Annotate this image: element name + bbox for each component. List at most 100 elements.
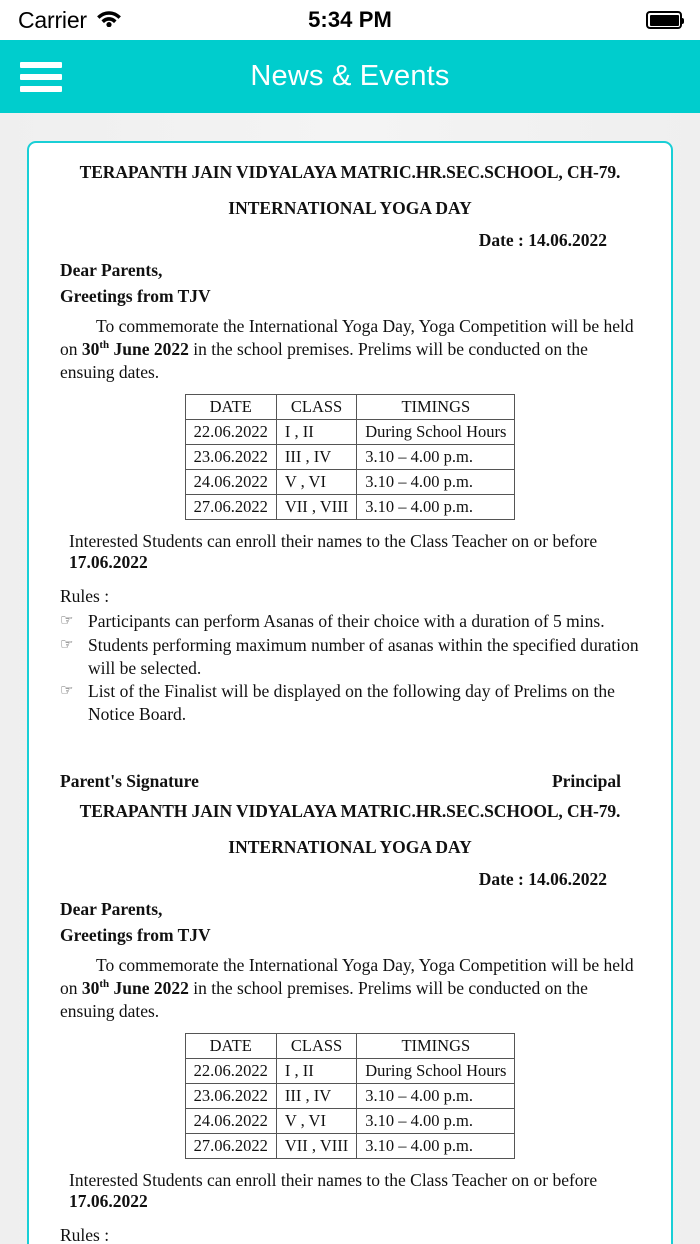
cell-timing: During School Hours <box>356 1057 516 1084</box>
notice-paragraph: To commemorate the International Yoga Da… <box>55 954 645 1023</box>
paragraph-text-2: in the school premises. Prelims will be … <box>60 339 588 383</box>
table-header-class: CLASS <box>275 394 358 421</box>
cell-timing: 3.10 – 4.00 p.m. <box>356 444 516 471</box>
notice-school-title: TERAPANTH JAIN VIDYALAYA MATRIC.HR.SEC.S… <box>79 162 621 182</box>
schedule-table-2: DATE CLASS TIMINGS 22.06.2022 I , II Dur… <box>184 1032 516 1159</box>
enroll-text: Interested Students can enroll their nam… <box>69 1169 598 1190</box>
cell-class: I , II <box>275 419 358 446</box>
cell-class: III , IV <box>275 1082 358 1109</box>
table-header-row: DATE CLASS TIMINGS <box>184 1032 516 1059</box>
status-bar-right <box>646 11 684 29</box>
rule-text: List of the Finalist will be displayed o… <box>88 681 615 725</box>
table-row: 24.06.2022 V , VI 3.10 – 4.00 p.m. <box>184 1107 516 1134</box>
table-row: 27.06.2022 VII , VIII 3.10 – 4.00 p.m. <box>184 494 516 521</box>
paragraph-text-1: To commemorate the International Yoga Da… <box>60 954 634 998</box>
cell-timing: 3.10 – 4.00 p.m. <box>356 1082 516 1109</box>
table-row: 24.06.2022 V , VI 3.10 – 4.00 p.m. <box>184 469 516 496</box>
notice-salutation: Dear Parents, <box>60 898 163 919</box>
notice-greeting: Greetings from TJV <box>60 924 211 945</box>
rule-text: Participants can perform Asanas of their… <box>88 611 605 632</box>
table-header-row: DATE CLASS TIMINGS <box>184 394 516 421</box>
table-row: 27.06.2022 VII , VIII 3.10 – 4.00 p.m. <box>184 1132 516 1159</box>
pointing-hand-icon: ☞ <box>60 636 74 653</box>
paragraph-day-suffix: th <box>99 339 110 352</box>
cell-date: 27.06.2022 <box>184 494 277 521</box>
table-row: 23.06.2022 III , IV 3.10 – 4.00 p.m. <box>184 1082 516 1109</box>
card-content: TERAPANTH JAIN VIDYALAYA MATRIC.HR.SEC.S… <box>29 143 671 1244</box>
battery-cap <box>681 18 684 24</box>
carrier-label: Carrier <box>18 6 87 33</box>
notice-paragraph: To commemorate the International Yoga Da… <box>55 315 645 384</box>
page-title: News & Events <box>250 60 450 92</box>
hamburger-bar-3 <box>20 85 62 92</box>
enroll-deadline: 17.06.2022 <box>69 1190 148 1211</box>
cell-date: 24.06.2022 <box>184 469 277 496</box>
paragraph-day-number: 30 <box>81 977 100 998</box>
paragraph-text-2: in the school premises. Prelims will be … <box>60 977 588 1021</box>
cell-class: VII , VIII <box>275 494 358 521</box>
table-header-timings: TIMINGS <box>356 394 516 421</box>
status-bar: Carrier 5:34 PM <box>0 0 700 40</box>
cell-timing: 3.10 – 4.00 p.m. <box>356 1107 516 1134</box>
hamburger-bar-2 <box>20 73 62 80</box>
rules-list: ☞ Participants can perform Asanas of the… <box>55 610 645 726</box>
pointing-hand-icon: ☞ <box>60 613 74 630</box>
cell-date: 27.06.2022 <box>184 1132 277 1159</box>
cell-timing: During School Hours <box>356 419 516 446</box>
table-header-date: DATE <box>184 1032 277 1059</box>
rules-label: Rules : <box>60 586 110 607</box>
pointing-hand-icon: ☞ <box>60 683 74 700</box>
paragraph-day-suffix: th <box>99 977 110 990</box>
enroll-text: Interested Students can enroll their nam… <box>69 531 598 552</box>
cell-timing: 3.10 – 4.00 p.m. <box>356 1132 516 1159</box>
cell-class: I , II <box>275 1057 358 1084</box>
notice-salutation: Dear Parents, <box>60 260 163 280</box>
battery-icon <box>646 11 684 29</box>
cell-class: V , VI <box>275 1107 358 1134</box>
enroll-deadline: 17.06.2022 <box>69 552 148 573</box>
cell-timing: 3.10 – 4.00 p.m. <box>356 494 516 521</box>
notice-enroll-line: Interested Students can enroll their nam… <box>55 531 645 573</box>
list-item: ☞ Participants can perform Asanas of the… <box>55 610 645 633</box>
table-header-class: CLASS <box>275 1032 358 1059</box>
signature-row: Parent's Signature Principal <box>55 771 645 792</box>
paragraph-month-year: June 2022 <box>109 977 189 998</box>
paragraph-text-1: To commemorate the International Yoga Da… <box>60 316 634 360</box>
notice-date: Date : 14.06.2022 <box>478 230 607 250</box>
status-bar-left: Carrier <box>18 7 122 34</box>
battery-fill <box>649 14 679 26</box>
table-row: 22.06.2022 I , II During School Hours <box>184 419 516 446</box>
notice-event-title: INTERNATIONAL YOGA DAY <box>228 836 472 857</box>
notice-event-title: INTERNATIONAL YOGA DAY <box>228 198 472 218</box>
list-item: ☞ List of the Finalist will be displayed… <box>55 680 645 727</box>
cell-class: VII , VIII <box>275 1132 358 1159</box>
cell-date: 23.06.2022 <box>184 1082 277 1109</box>
paragraph-month-year: June 2022 <box>109 339 189 360</box>
cell-timing: 3.10 – 4.00 p.m. <box>356 469 516 496</box>
hamburger-menu-icon[interactable] <box>20 61 62 92</box>
cell-class: V , VI <box>275 469 358 496</box>
notice-school-title: TERAPANTH JAIN VIDYALAYA MATRIC.HR.SEC.S… <box>79 800 621 821</box>
schedule-table-1: DATE CLASS TIMINGS 22.06.2022 I , II Dur… <box>184 394 516 521</box>
notice-block-1: TERAPANTH JAIN VIDYALAYA MATRIC.HR.SEC.S… <box>55 162 645 792</box>
cell-date: 24.06.2022 <box>184 1107 277 1134</box>
table-row: 22.06.2022 I , II During School Hours <box>184 1057 516 1084</box>
notice-greeting: Greetings from TJV <box>60 286 211 306</box>
page-body: TERAPANTH JAIN VIDYALAYA MATRIC.HR.SEC.S… <box>0 113 700 1244</box>
notice-enroll-line: Interested Students can enroll their nam… <box>55 1170 645 1212</box>
cell-class: III , IV <box>275 444 358 471</box>
nav-bar: News & Events <box>0 40 700 113</box>
cell-date: 22.06.2022 <box>184 1057 277 1084</box>
wifi-icon <box>96 8 122 32</box>
notice-date: Date : 14.06.2022 <box>478 868 607 889</box>
principal-label: Principal <box>551 770 621 791</box>
hamburger-bar-1 <box>20 61 62 68</box>
news-detail-card: TERAPANTH JAIN VIDYALAYA MATRIC.HR.SEC.S… <box>27 141 673 1244</box>
parent-signature-label: Parent's Signature <box>60 770 199 791</box>
paragraph-day-number: 30 <box>81 339 100 360</box>
notice-block-2: TERAPANTH JAIN VIDYALAYA MATRIC.HR.SEC.S… <box>55 801 645 1244</box>
list-item: ☞ Students performing maximum number of … <box>55 634 645 681</box>
table-row: 23.06.2022 III , IV 3.10 – 4.00 p.m. <box>184 444 516 471</box>
cell-date: 23.06.2022 <box>184 444 277 471</box>
table-header-date: DATE <box>184 394 277 421</box>
